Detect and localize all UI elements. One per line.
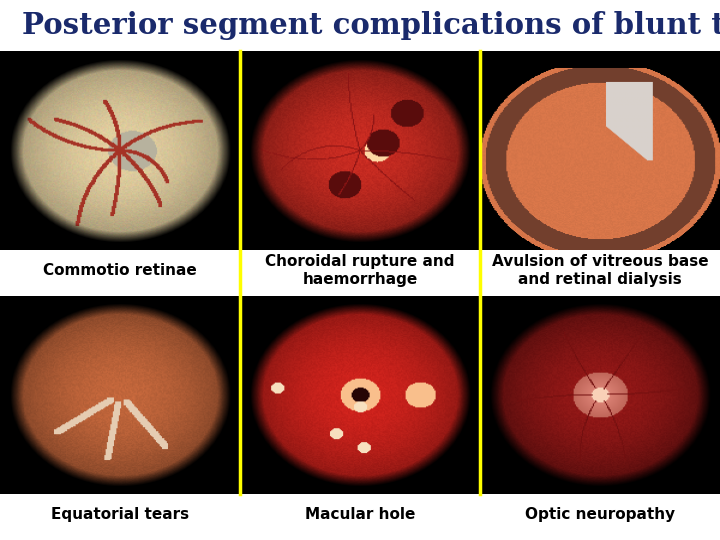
Text: Equatorial tears: Equatorial tears bbox=[51, 507, 189, 522]
Text: Choroidal rupture and
haemorrhage: Choroidal rupture and haemorrhage bbox=[265, 254, 455, 287]
Text: Optic neuropathy: Optic neuropathy bbox=[525, 507, 675, 522]
Text: Avulsion of vitreous base
and retinal dialysis: Avulsion of vitreous base and retinal di… bbox=[492, 254, 708, 287]
Text: Macular hole: Macular hole bbox=[305, 507, 415, 522]
Text: Commotio retinae: Commotio retinae bbox=[43, 263, 197, 278]
Text: Posterior segment complications of blunt trauma: Posterior segment complications of blunt… bbox=[22, 11, 720, 40]
